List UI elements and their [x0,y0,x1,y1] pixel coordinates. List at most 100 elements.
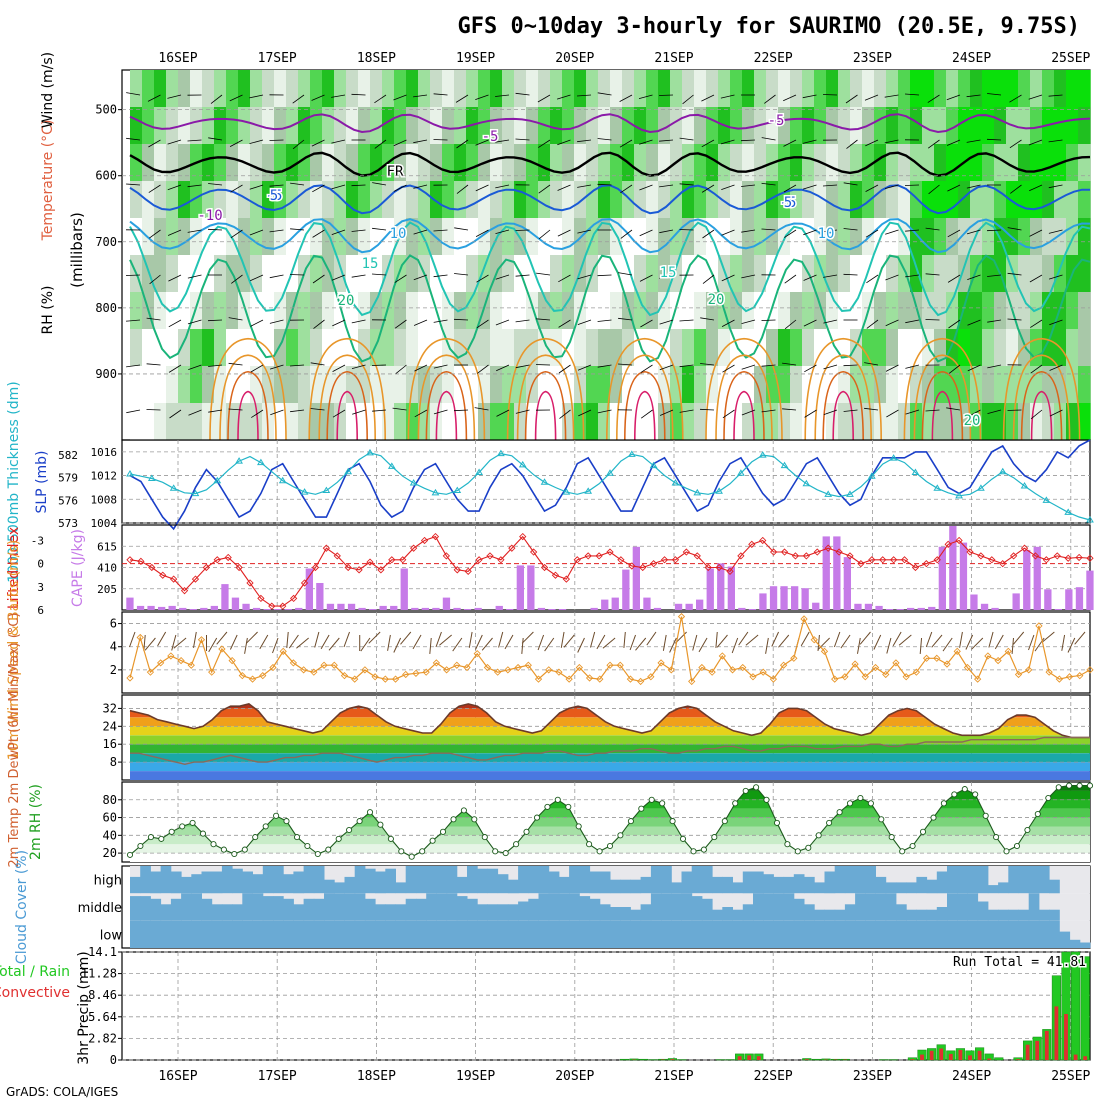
rh-shade-cell [646,144,659,181]
rh-shade-cell [226,70,239,107]
cloud-middle-bar [446,893,458,921]
rh-shade-cell [202,107,215,144]
cloud-middle-bar [262,896,274,921]
rh-marker [638,805,645,812]
cloud-low-bar [712,920,723,948]
isotherm--5 [129,113,1091,134]
wind-barb [495,139,510,143]
cloud-low-bar [998,920,1009,948]
cloud-middle-bar [640,904,652,921]
rh-shade-cell [1066,366,1079,403]
cape-bar [759,593,767,610]
cloud-low-bar [1049,920,1060,948]
cloud-high-bar [181,876,192,894]
wind-barb [658,94,674,96]
wind10m-barb [577,637,585,653]
rh-marker [763,796,770,803]
wind-barb [1007,409,1022,411]
rh-shade-cell [130,107,143,144]
cloud-low-bar [661,920,672,948]
wind-barb [208,137,223,141]
wind-barb [456,184,469,194]
wind-speed-marker [596,675,604,683]
lifted-index-marker [475,556,483,564]
thickness-marker [998,467,1007,475]
lifted-index-marker [442,552,451,560]
cloud-low-bar [875,920,887,948]
rh-shade-cell [898,107,911,144]
lifted-index-marker [933,556,941,564]
wind-barb [475,184,489,192]
lifted-index-marker [257,594,265,603]
pressure-tick-label: 700 [95,235,117,249]
rh-shade-cell [406,329,419,366]
wind-barb [966,94,981,98]
rh-shade-cell [1030,218,1043,255]
rh-shade-cell [238,403,251,440]
thickness-marker [169,484,178,491]
rh-shade-cell [526,255,539,292]
rh-shade-cell [178,218,191,255]
thickness-marker [322,486,331,494]
cloud-middle-bar [150,898,162,921]
rh-marker [419,848,426,855]
wind-barb [905,364,920,369]
cloud-high-bar [885,882,897,894]
cloud-low-bar [344,920,356,948]
rh-marker [471,816,478,823]
rh-shade-cell [502,144,515,181]
rh-shade-cell [862,181,875,218]
temp-band [130,726,1090,736]
thickness-marker [300,488,309,495]
rh-marker [147,834,154,841]
rh-marker [429,837,436,844]
cape-bar [369,609,377,610]
wind-barb [864,407,879,411]
rh-shade-cell [310,107,323,144]
rh-shade-cell [190,70,203,107]
wind-speed-marker [769,675,778,683]
rh-marker [283,818,290,825]
rh-shade-cell [694,181,707,218]
wind-barb [618,317,633,321]
rh-shade-cell [274,366,287,403]
cloud-middle-bar [283,898,294,921]
wind-barb [395,364,407,375]
wind-barb [167,94,182,99]
rh-shade-cell [130,144,143,181]
cloud-high-bar [232,868,243,894]
rh-shade-cell [262,70,275,107]
cape-bar [1012,593,1020,610]
wind-barb [433,93,448,96]
wind-speed-marker [963,663,972,672]
wind-speed-marker [238,672,246,680]
wind-speed-marker [688,677,696,686]
rh-shade-cell [982,70,995,107]
wind-barb [249,184,264,190]
lifted-index-marker [682,548,691,556]
rh-shade-cell [226,181,239,218]
rh-shade-cell [346,292,359,329]
wind-barb [208,364,223,367]
rh-shade-cell [910,403,923,440]
thickness-marker [584,487,593,494]
rh-shade-cell [358,403,371,440]
wind-speed-marker [157,659,165,667]
lifted-index-marker [137,557,145,565]
cloud-middle-bar [518,901,529,921]
rh-shade-cell [934,107,947,144]
rh-shade-cell [994,366,1007,403]
lifted-index-marker [857,559,865,568]
wind-barb [515,409,530,414]
rh-marker [179,823,186,830]
thickness-marker [344,467,353,475]
rh-shade-cell [814,255,827,292]
wind10m-barb [286,631,289,648]
temp-band [130,735,1090,745]
wind10m-barb [229,634,238,650]
wind-speed-marker [626,675,635,683]
wind-barb [885,229,899,235]
lifted-index-marker [977,552,985,560]
cloud-low-bar [334,920,345,948]
rh-shade-cell [478,255,491,292]
